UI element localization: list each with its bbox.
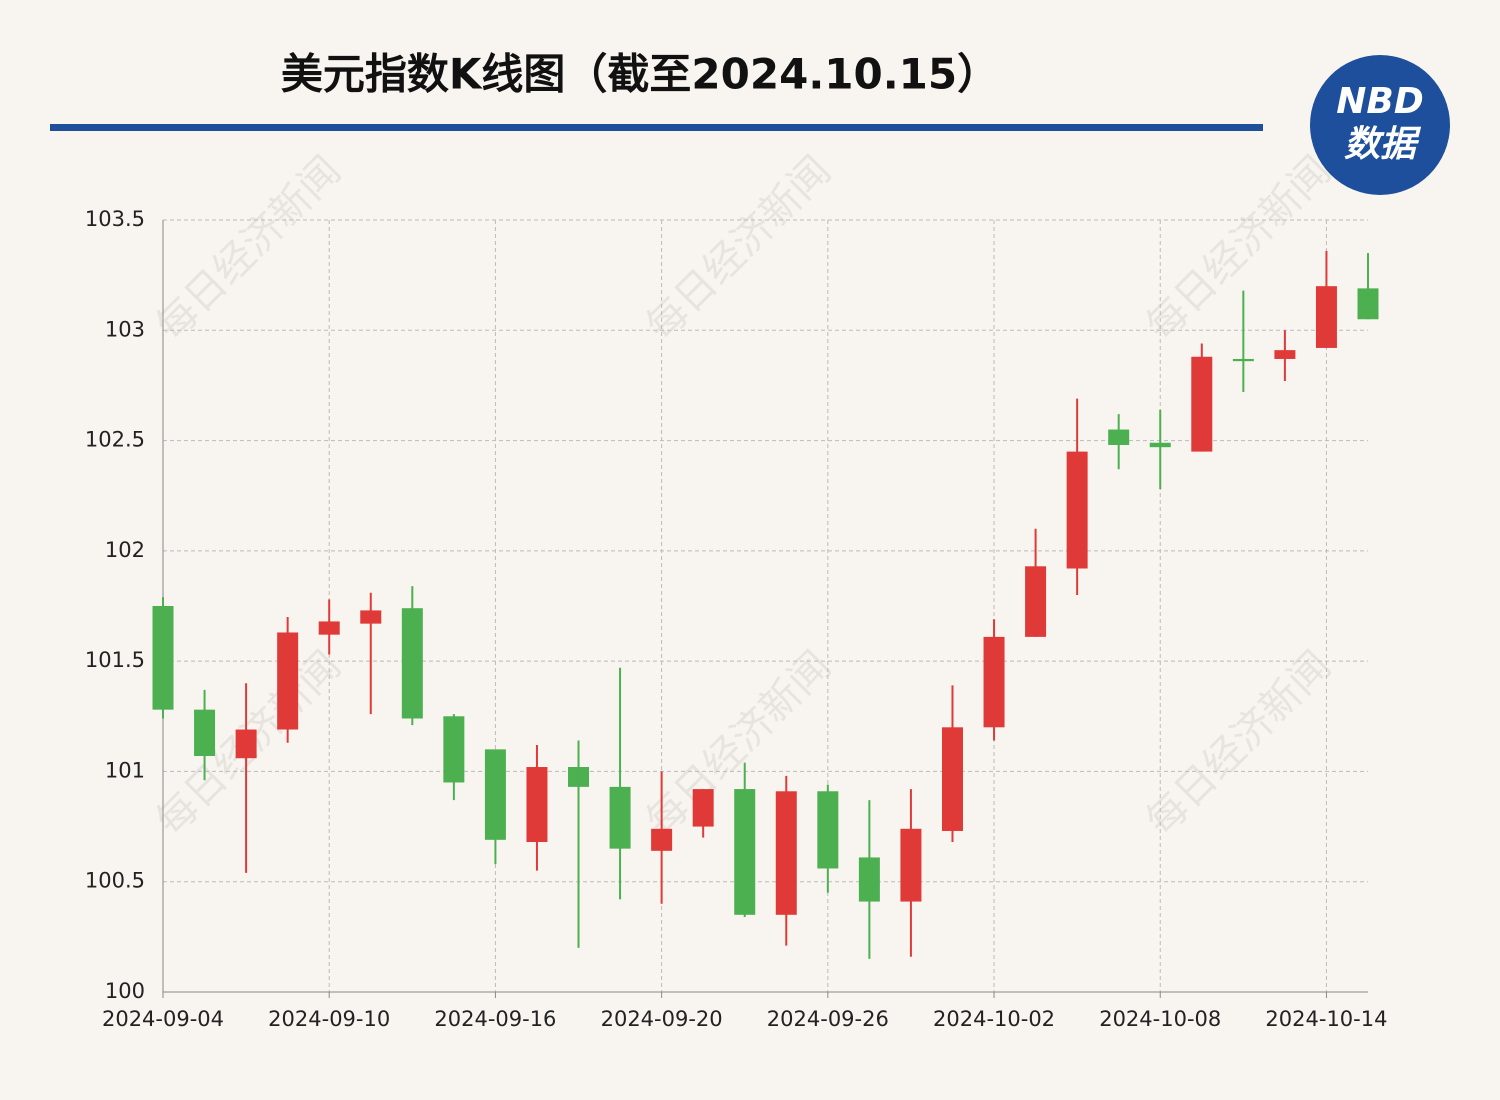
- candle-body: [817, 791, 839, 869]
- candle-body: [1232, 358, 1254, 362]
- x-tick-label: 2024-09-16: [434, 1007, 556, 1031]
- y-tick-label: 102.5: [85, 428, 145, 452]
- candle-body: [609, 786, 631, 849]
- chart-title: 美元指数K线图（截至2024.10.15）: [281, 50, 999, 99]
- candle-body: [1025, 566, 1047, 637]
- candle-body: [941, 727, 963, 831]
- y-tick-label: 101: [105, 758, 145, 782]
- candle-body: [484, 749, 506, 840]
- logo-text: 数据: [1344, 124, 1422, 165]
- y-tick-label: 103.5: [85, 207, 145, 231]
- candle-body: [318, 621, 340, 635]
- candle-body: [568, 767, 590, 787]
- y-tick-label: 102: [105, 538, 145, 562]
- title-rule: [50, 124, 1263, 131]
- candle-body: [277, 632, 299, 730]
- candle-body: [1191, 356, 1213, 452]
- candle-body: [401, 608, 423, 719]
- x-tick-label: 2024-09-10: [268, 1007, 390, 1031]
- y-tick-label: 100.5: [85, 869, 145, 893]
- candle-body: [1066, 451, 1088, 569]
- candle-body: [1108, 429, 1130, 445]
- candle-body: [900, 828, 922, 902]
- logo: [1310, 55, 1450, 195]
- x-tick-label: 2024-10-02: [933, 1007, 1055, 1031]
- candle-body: [526, 767, 548, 843]
- candle-body: [443, 716, 465, 783]
- x-tick-label: 2024-10-14: [1265, 1007, 1387, 1031]
- candle-body: [734, 789, 756, 915]
- candle-body: [235, 729, 257, 759]
- candle-body: [983, 636, 1005, 728]
- candle-body: [1274, 350, 1296, 359]
- logo-text: NBD: [1336, 81, 1423, 122]
- candle-body: [858, 857, 880, 902]
- candle-body: [775, 791, 797, 915]
- candle-body: [1149, 442, 1171, 448]
- x-tick-label: 2024-10-08: [1099, 1007, 1221, 1031]
- candle-body: [651, 828, 673, 851]
- y-tick-label: 100: [105, 979, 145, 1003]
- candle-body: [152, 606, 174, 710]
- candle-body: [360, 610, 382, 624]
- y-tick-label: 103: [105, 317, 145, 341]
- x-tick-label: 2024-09-26: [767, 1007, 889, 1031]
- candle-body: [1315, 286, 1337, 348]
- candle-body: [692, 789, 714, 827]
- x-tick-label: 2024-09-04: [102, 1007, 224, 1031]
- y-tick-label: 101.5: [85, 648, 145, 672]
- candle-body: [194, 709, 216, 756]
- x-tick-label: 2024-09-20: [601, 1007, 723, 1031]
- candle-body: [1357, 288, 1379, 320]
